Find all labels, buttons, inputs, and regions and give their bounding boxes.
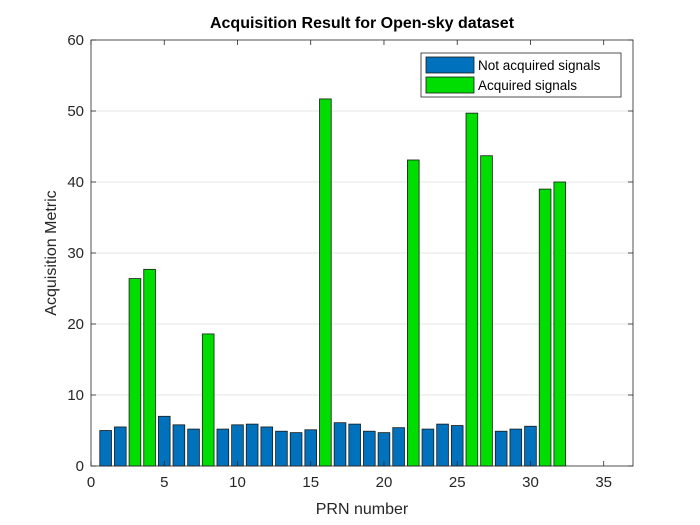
bar-acquired (407, 159, 420, 467)
y-tick-label: 10 (67, 387, 84, 404)
bar-acquired (143, 268, 156, 467)
y-tick-label: 40 (67, 174, 84, 191)
x-tick-label: 25 (449, 474, 466, 491)
bar-not-acquired (436, 423, 449, 467)
bar-not-acquired (348, 423, 361, 467)
bar-not-acquired (421, 428, 435, 467)
bar-not-acquired (231, 424, 244, 467)
x-tick-label: 15 (302, 474, 319, 491)
bar-acquired (319, 98, 332, 467)
bar-not-acquired (450, 425, 464, 467)
bar-not-acquired (157, 415, 171, 467)
bar-not-acquired (289, 432, 303, 467)
x-tick-label: 0 (87, 474, 95, 491)
legend: Not acquired signals Acquired signals (420, 52, 622, 98)
bar-not-acquired (363, 430, 376, 467)
bar-not-acquired (172, 424, 186, 467)
bar-not-acquired (509, 428, 523, 467)
x-tick-label: 10 (229, 474, 246, 491)
bar-acquired (465, 112, 479, 467)
y-axis-label: Acquisition Metric (43, 190, 60, 315)
legend-swatch-not-acquired (425, 56, 475, 74)
bar-not-acquired (260, 426, 274, 467)
x-tick-label: 35 (595, 474, 612, 491)
bar-acquired (538, 188, 552, 467)
y-tick-label: 20 (67, 316, 84, 333)
axis-ticks: 0 10 20 30 40 50 60 0 5 10 15 20 25 30 35 (67, 32, 633, 491)
legend-label-acquired: Acquired signals (478, 78, 577, 93)
bar-not-acquired (392, 427, 405, 467)
bar-not-acquired (187, 428, 200, 467)
chart-title: Acquisition Result for Open-sky dataset (210, 15, 515, 32)
bar-acquired (553, 181, 567, 467)
y-tick-label: 60 (67, 32, 84, 49)
x-tick-label: 20 (376, 474, 393, 491)
bar-not-acquired (524, 425, 537, 467)
bar-not-acquired (377, 432, 391, 467)
bar-not-acquired (99, 430, 112, 467)
x-tick-label: 30 (522, 474, 539, 491)
bar-not-acquired (304, 429, 317, 467)
bar-not-acquired (333, 422, 347, 467)
y-tick-label: 0 (76, 458, 84, 475)
bar-not-acquired (275, 430, 288, 467)
bar-not-acquired (494, 430, 508, 467)
y-tick-label: 50 (67, 103, 84, 120)
bar-acquired (480, 155, 493, 467)
bar-acquired (201, 333, 215, 467)
legend-label-not-acquired: Not acquired signals (478, 58, 601, 73)
bar-not-acquired (216, 428, 230, 467)
legend-swatch-acquired (425, 76, 475, 94)
y-tick-label: 30 (67, 245, 84, 262)
x-axis-label: PRN number (316, 501, 409, 518)
x-tick-label: 5 (160, 474, 168, 491)
bar-not-acquired (114, 426, 127, 467)
bar-not-acquired (245, 423, 259, 467)
bar-acquired (128, 278, 142, 467)
